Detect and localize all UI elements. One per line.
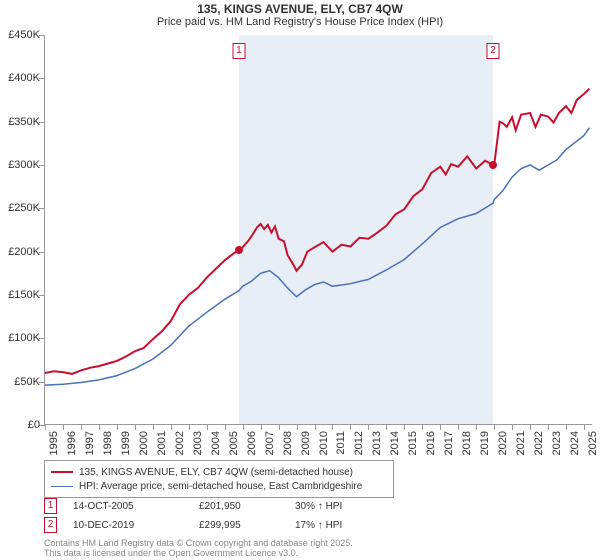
legend: 135, KINGS AVENUE, ELY, CB7 4QW (semi-de… [44,460,394,498]
chart-subtitle: Price paid vs. HM Land Registry's House … [0,16,600,28]
x-axis-label: 2020 [497,431,509,461]
legend-item: HPI: Average price, semi-detached house,… [51,479,387,493]
x-axis-label: 2001 [156,431,168,461]
x-axis-label: 2023 [551,431,563,461]
plot-area: 12 [44,35,592,425]
x-axis-label: 1995 [48,431,60,461]
transaction-price: £299,995 [199,520,279,531]
x-axis-label: 2000 [138,431,150,461]
transaction-row: 2 10-DEC-2019 £299,995 17% ↑ HPI [44,517,342,533]
x-axis-label: 1999 [120,431,132,461]
x-axis-label: 2007 [264,431,276,461]
x-axis-label: 2006 [246,431,258,461]
y-axis-label: £100K [0,332,40,344]
x-axis-label: 2011 [335,431,347,461]
x-axis-label: 2025 [587,431,599,461]
x-axis-label: 1998 [102,431,114,461]
y-axis-label: £450K [0,29,40,41]
x-axis-label: 2016 [425,431,437,461]
chart-lines [45,35,592,424]
legend-item: 135, KINGS AVENUE, ELY, CB7 4QW (semi-de… [51,465,387,479]
y-axis-label: £400K [0,72,40,84]
marker-label: 2 [487,43,500,59]
x-axis-label: 2008 [282,431,294,461]
y-axis-label: £350K [0,116,40,128]
chart-container: 135, KINGS AVENUE, ELY, CB7 4QW Price pa… [0,0,600,560]
legend-label: 135, KINGS AVENUE, ELY, CB7 4QW (semi-de… [79,467,353,478]
y-axis-label: £0 [0,419,40,431]
x-axis-label: 1996 [66,431,78,461]
x-axis-label: 2009 [300,431,312,461]
chart-title: 135, KINGS AVENUE, ELY, CB7 4QW [0,2,600,16]
x-axis-label: 2019 [479,431,491,461]
disclaimer: Contains HM Land Registry data © Crown c… [44,538,353,558]
x-axis-label: 2022 [533,431,545,461]
transaction-pct: 17% ↑ HPI [295,520,342,531]
x-axis-label: 2002 [174,431,186,461]
transaction-date: 10-DEC-2019 [73,520,183,531]
x-axis-label: 2005 [228,431,240,461]
x-axis-label: 2004 [210,431,222,461]
y-axis-label: £250K [0,202,40,214]
transaction-row: 1 14-OCT-2005 £201,950 30% ↑ HPI [44,498,342,514]
y-axis-label: £150K [0,289,40,301]
legend-label: HPI: Average price, semi-detached house,… [79,481,362,492]
x-axis-label: 2012 [353,431,365,461]
disclaimer-line: This data is licensed under the Open Gov… [44,548,353,558]
x-axis-label: 2013 [371,431,383,461]
marker-point [489,161,497,169]
x-axis-label: 1997 [84,431,96,461]
x-axis-label: 2010 [318,431,330,461]
x-axis-label: 2021 [515,431,527,461]
transaction-price: £201,950 [199,501,279,512]
disclaimer-line: Contains HM Land Registry data © Crown c… [44,538,353,548]
chart-title-block: 135, KINGS AVENUE, ELY, CB7 4QW Price pa… [0,0,600,28]
x-axis-label: 2003 [192,431,204,461]
x-axis-label: 2017 [443,431,455,461]
x-axis-label: 2014 [389,431,401,461]
x-axis-label: 2024 [569,431,581,461]
y-axis-label: £200K [0,246,40,258]
x-axis-label: 2018 [461,431,473,461]
marker-point [235,246,243,254]
legend-swatch [51,471,73,473]
y-axis-label: £300K [0,159,40,171]
transaction-pct: 30% ↑ HPI [295,501,342,512]
x-axis-label: 2015 [407,431,419,461]
legend-swatch [51,486,73,487]
marker-label: 1 [232,43,245,59]
transaction-marker-icon: 2 [44,517,57,533]
transaction-marker-icon: 1 [44,498,57,514]
transaction-date: 14-OCT-2005 [73,501,183,512]
y-axis-label: £50K [0,376,40,388]
